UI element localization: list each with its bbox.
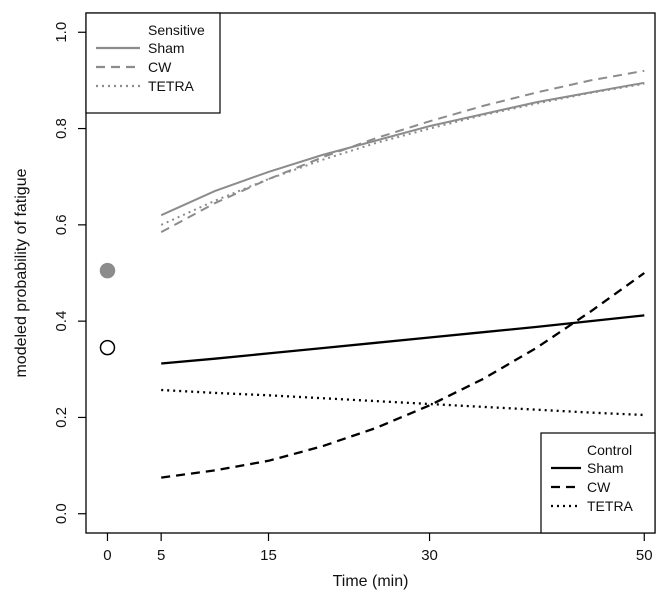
axes-layer: 0 5 15 30 50 0.0 0.2 0.4 0.6 0.8 1.0 bbox=[53, 12, 656, 564]
legend-label-control-cw: CW bbox=[587, 479, 611, 495]
y-tick-label: 0.4 bbox=[53, 311, 70, 332]
legend-layer: Sensitive Sham CW TETRA Control Sham CW TETRA bbox=[85, 12, 656, 534]
y-tick-label: 0.0 bbox=[53, 503, 70, 524]
y-tick-label: 0.6 bbox=[53, 214, 70, 235]
legend-label-control-sham: Sham bbox=[587, 460, 624, 476]
baseline-point-control bbox=[99, 339, 116, 356]
series-line-sensitive-tetra bbox=[160, 82, 645, 226]
baseline-point-sensitive bbox=[99, 262, 116, 279]
series-line-control-sham bbox=[161, 314, 645, 365]
x-tick-label: 30 bbox=[421, 547, 438, 564]
series-line-control-cw bbox=[161, 272, 645, 479]
legend-box-sensitive bbox=[85, 12, 221, 114]
y-tick-label: 0.2 bbox=[53, 407, 70, 428]
plot-frame bbox=[85, 12, 656, 534]
legend-label-control-tetra: TETRA bbox=[587, 498, 634, 514]
series-line-sensitive-sham bbox=[160, 81, 645, 217]
y-tick-label: 0.8 bbox=[53, 118, 70, 139]
legend-box-control bbox=[540, 432, 656, 534]
x-tick-label: 5 bbox=[157, 547, 165, 564]
legend-title-control: Control bbox=[587, 442, 632, 458]
x-tick-label: 50 bbox=[636, 547, 653, 564]
plot-layer bbox=[99, 69, 645, 479]
x-tick-label: 15 bbox=[260, 547, 277, 564]
legend-label-sensitive-sham: Sham bbox=[148, 40, 185, 56]
x-tick-label: 0 bbox=[103, 547, 111, 564]
legend-label-sensitive-cw: CW bbox=[148, 59, 172, 75]
y-tick-label: 1.0 bbox=[53, 22, 70, 43]
legend-label-sensitive-tetra: TETRA bbox=[148, 78, 195, 94]
x-axis-title: Time (min) bbox=[333, 573, 409, 590]
y-axis-title: modeled probability of fatigue bbox=[13, 168, 30, 377]
series-line-control-tetra bbox=[161, 388, 645, 417]
series-line-sensitive-cw bbox=[160, 69, 645, 233]
legend-title-sensitive: Sensitive bbox=[148, 22, 205, 38]
